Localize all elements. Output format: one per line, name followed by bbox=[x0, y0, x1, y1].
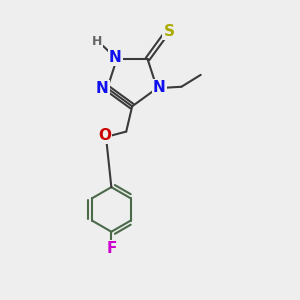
Text: H: H bbox=[92, 35, 102, 48]
Text: N: N bbox=[96, 81, 108, 96]
Text: N: N bbox=[109, 50, 122, 65]
Text: S: S bbox=[164, 24, 174, 39]
Text: F: F bbox=[106, 241, 116, 256]
Text: N: N bbox=[153, 80, 166, 95]
Text: O: O bbox=[98, 128, 111, 143]
